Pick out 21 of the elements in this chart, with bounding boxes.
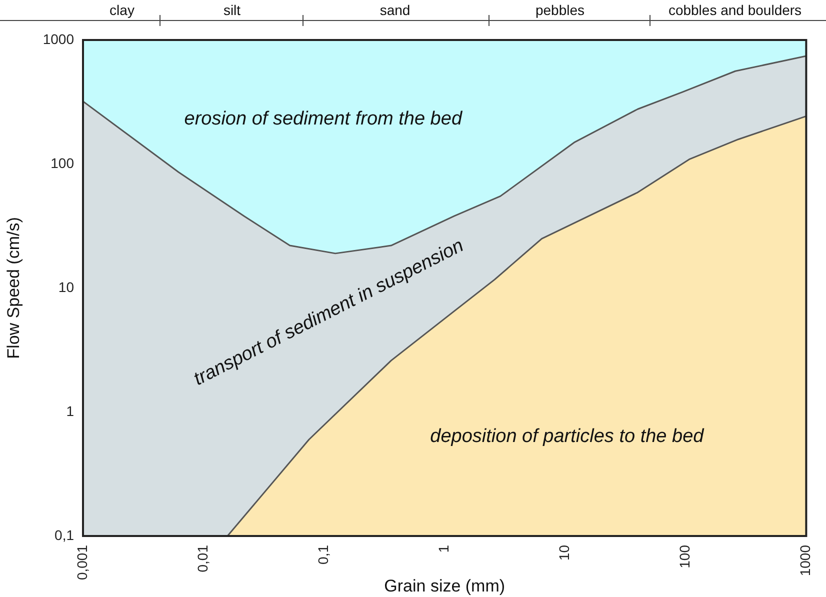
x-tick-label: 100 bbox=[676, 544, 693, 568]
y-tick-label: 1000 bbox=[42, 30, 74, 47]
x-tick-label: 10 bbox=[556, 544, 572, 561]
x-axis-title: Grain size (mm) bbox=[384, 576, 506, 596]
annotation: erosion of sediment from the bed bbox=[184, 108, 464, 130]
text: cobbles and boulders bbox=[668, 2, 802, 18]
text: silt bbox=[223, 2, 241, 18]
y-tick-label: 100 bbox=[50, 154, 74, 171]
annotation: deposition of particles to the bed bbox=[430, 426, 706, 448]
text: pebbles bbox=[535, 2, 585, 18]
x-tick-label: 1000 bbox=[797, 544, 814, 576]
y-tick-label: 1 bbox=[66, 402, 74, 419]
text: clay bbox=[110, 2, 134, 18]
y-axis-title: Flow Speed (cm/s) bbox=[4, 217, 23, 359]
y-tick-label: 0,1 bbox=[54, 526, 74, 543]
x-tick-label: 0,01 bbox=[194, 544, 210, 572]
y-tick-label: 10 bbox=[58, 278, 74, 295]
x-tick-label: 0,1 bbox=[314, 544, 331, 564]
x-tick-label: 1 bbox=[435, 544, 452, 553]
text: sand bbox=[380, 2, 410, 18]
x-tick-label: 0,001 bbox=[74, 544, 90, 580]
